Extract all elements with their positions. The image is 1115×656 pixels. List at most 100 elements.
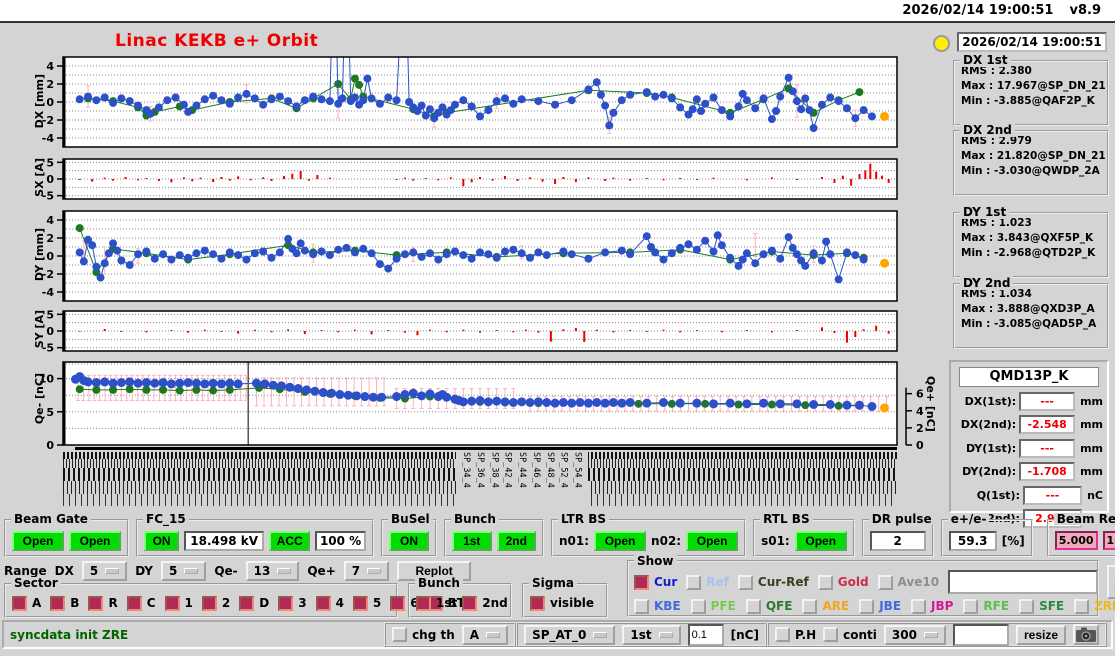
show-sfe-checkbox[interactable]: SFE [1019, 598, 1064, 614]
sector-checkbox-d[interactable]: D [239, 595, 269, 611]
monitor-name[interactable]: QMD13P_K [959, 367, 1099, 387]
svg-text:2: 2 [46, 78, 54, 91]
sector-checkbox-1[interactable]: 1 [164, 595, 193, 611]
camera-icon [1076, 627, 1096, 642]
set-ref-button[interactable]: Set Ref [1107, 565, 1115, 599]
ltr-n02-open-button[interactable]: Open [686, 530, 739, 551]
show-cur-checkbox[interactable]: Cur [634, 574, 677, 590]
dropdown-indicator-icon [593, 631, 608, 638]
bunch-2nd-button[interactable]: 2nd [496, 530, 536, 551]
show-jbp-checkbox[interactable]: JBP [911, 598, 953, 614]
page-title: Linac KEKB e+ Orbit [115, 31, 319, 51]
status-bar: syncdata init ZRE chg th A SP_AT_0 1st [… [2, 620, 1113, 649]
svg-text:0: 0 [46, 439, 54, 452]
svg-text:-5: -5 [42, 190, 54, 203]
range-dy-dropdown[interactable]: 5 [160, 560, 207, 581]
range-qe-minus-dropdown[interactable]: 13 [245, 560, 300, 581]
bunch-1st-checkbox[interactable]: 1st [416, 595, 457, 611]
beam-gate-2-button[interactable]: Open [69, 530, 121, 551]
show-ref-checkbox[interactable]: Ref [686, 574, 729, 590]
titlebar-version: v8.9 [1069, 3, 1101, 18]
stat-title: DX 2nd [960, 123, 1015, 137]
beam-gate-1-button[interactable]: Open [12, 530, 64, 551]
beam-rep-value-1: 5.000 [1054, 531, 1098, 550]
bpm-x-label: SP_52_4 [558, 452, 569, 488]
chg-th-checkbox[interactable]: chg th [392, 627, 455, 642]
show-gold-checkbox[interactable]: Gold [817, 574, 869, 590]
ph-checkbox[interactable]: P.H [774, 627, 816, 642]
svg-text:5: 5 [46, 308, 54, 321]
fc15-percent-value: 100 % [315, 530, 366, 551]
points-dropdown[interactable]: 300 [883, 624, 946, 645]
sigma-group: Sigma visible [522, 577, 608, 618]
sigma-visible-checkbox[interactable]: visible [530, 595, 594, 611]
fc15-group: FC_15 ON 18.498 kV ACC 100 % [136, 513, 374, 557]
conti-checkbox[interactable]: conti [823, 627, 877, 642]
show-qfe-checkbox[interactable]: QFE [745, 598, 792, 614]
dx-axis-label: DX [mm] [33, 74, 46, 129]
monitor-row: DY(1st): --- mm [955, 438, 1103, 458]
stat-min: Min : -3.085@QAD5P_A [961, 318, 1097, 330]
fc15-acc-button[interactable]: ACC [269, 530, 311, 551]
monitor-row: Q(1st): --- nC [955, 485, 1103, 505]
beam-rep-group: Beam Rep 5.000 1.147 [Hz] 93.989 [%] [1046, 513, 1115, 557]
sector-checkbox-4[interactable]: 4 [315, 595, 344, 611]
dropdown-indicator-icon [277, 567, 292, 574]
monitor-value: --- [1022, 485, 1083, 505]
svg-text:-2: -2 [42, 268, 54, 281]
rtl-bs-group: RTL BS s01: Open [753, 513, 855, 557]
rtl-s01-open-button[interactable]: Open [794, 530, 847, 551]
chg-th-mode-dropdown[interactable]: A [461, 624, 509, 645]
sector-checkbox-bt[interactable]: BT [427, 595, 465, 611]
monitor-row: DX(1st): --- mm [955, 391, 1103, 411]
stat-max: Max : 3.888@QXD3P_A [961, 303, 1095, 315]
ref-file-input[interactable] [948, 570, 1099, 594]
svg-text:-2: -2 [42, 114, 54, 127]
ltr-n01-open-button[interactable]: Open [594, 530, 647, 551]
bunch-select-dropdown[interactable]: 1st [622, 624, 681, 645]
monitor-row: DX(2nd): -2.548 mm [955, 415, 1103, 434]
show-are-checkbox[interactable]: ARE [802, 598, 849, 614]
range-dx-dropdown[interactable]: 5 [81, 560, 128, 581]
show-cur-ref-checkbox[interactable]: Cur-Ref [737, 574, 809, 590]
snapshot-button[interactable] [1073, 624, 1099, 645]
range-qe-plus-dropdown[interactable]: 7 [343, 560, 390, 581]
x-axis-line [75, 447, 897, 450]
resize-button[interactable]: resize [1015, 624, 1066, 645]
sector-checkbox-a[interactable]: A [12, 595, 41, 611]
svg-text:4: 4 [46, 214, 54, 227]
threshold-input[interactable] [687, 623, 724, 646]
show-ave10-checkbox[interactable]: Ave10 [877, 574, 939, 590]
busel-on-button[interactable]: ON [389, 530, 429, 551]
sector-checkbox-c[interactable]: C [126, 595, 156, 611]
stat-box-dx-2nd: DX 2nd RMS : 2.979 Max : 21.820@SP_DN_21… [953, 123, 1109, 196]
show-zre-checkbox[interactable]: ZRE [1074, 598, 1115, 614]
bunch-2nd-checkbox[interactable]: 2nd [462, 595, 508, 611]
sector-checkbox-5[interactable]: 5 [352, 595, 381, 611]
sector-checkbox-r[interactable]: R [88, 595, 118, 611]
show-rfe-checkbox[interactable]: RFE [963, 598, 1009, 614]
sy-chart: 5 0 -5 [0, 303, 945, 363]
sector-checkbox-3[interactable]: 3 [278, 595, 307, 611]
bpm-x-label: SP_34_4 [460, 452, 471, 488]
bunch-1st-button[interactable]: 1st [452, 530, 492, 551]
show-jbe-checkbox[interactable]: JBE [859, 598, 901, 614]
sector-checkbox-6[interactable]: 6 [390, 595, 419, 611]
show-pfe-checkbox[interactable]: PFE [690, 598, 736, 614]
show-kbe-checkbox[interactable]: KBE [634, 598, 681, 614]
fc15-on-button[interactable]: ON [144, 530, 180, 551]
svg-text:2: 2 [46, 232, 54, 245]
sector-checkbox-2[interactable]: 2 [201, 595, 230, 611]
dropdown-indicator-icon [184, 567, 199, 574]
monitor-row: DY(2nd): -1.708 mm [955, 462, 1103, 481]
bunch-filter-group: Bunch 1st 2nd [408, 577, 512, 618]
svg-text:6: 6 [916, 388, 924, 401]
beam-rep-value-2: 1.147 [1102, 531, 1115, 550]
bpm-dropdown[interactable]: SP_AT_0 [524, 624, 616, 645]
svg-text:0: 0 [46, 173, 54, 186]
bpm-name-band: SP_34_4 SP_36_4 SP_38_4 SP_42_4 SP_44_4 SP_46… [63, 452, 897, 510]
sector-checkbox-b[interactable]: B [50, 595, 79, 611]
stat-box-dx-1st: DX 1st RMS : 2.380 Max : 17.967@SP_DN_21… [953, 53, 1109, 126]
svg-text:0: 0 [916, 439, 924, 452]
extra-input[interactable] [952, 623, 1009, 646]
